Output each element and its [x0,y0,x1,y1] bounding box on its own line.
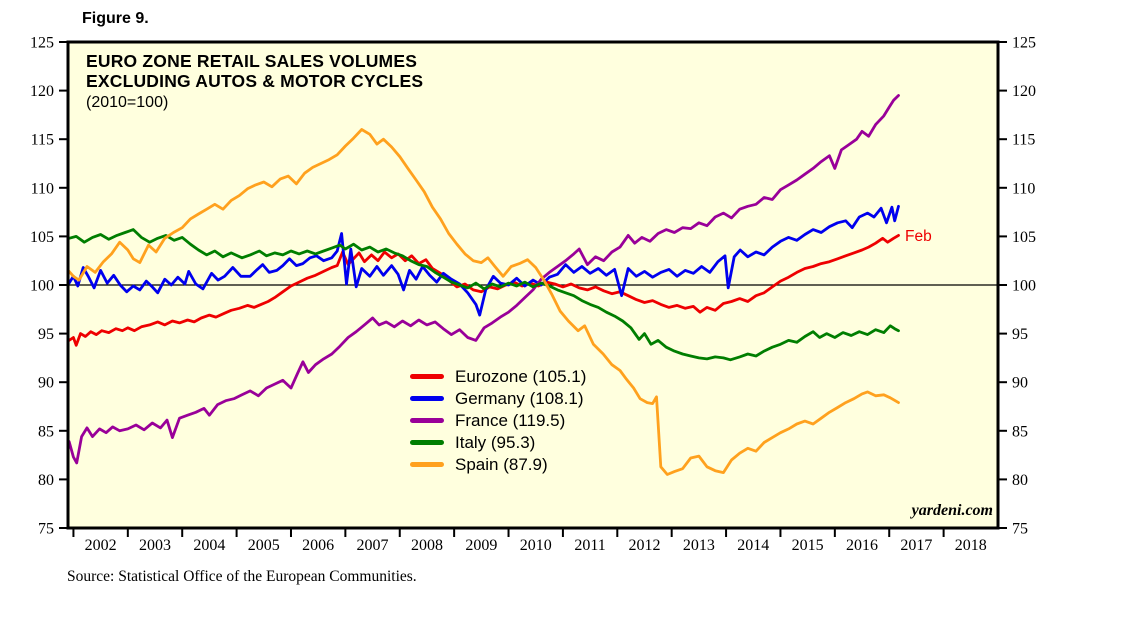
legend-swatch-italy [410,439,444,445]
legend-item-france: France (119.5) [410,409,586,431]
y-tick-label-left: 100 [30,278,54,295]
legend-swatch-spain [410,461,444,467]
chart-title-line1: EURO ZONE RETAIL SALES VOLUMES [86,51,418,71]
x-tick-label: 2006 [302,537,334,554]
x-tick-label: 2014 [737,537,769,554]
y-tick-label-right: 115 [1012,132,1035,149]
y-tick-label-left: 125 [30,35,54,52]
x-tick-label: 2013 [683,537,715,554]
legend-label-spain: Spain (87.9) [455,454,548,474]
legend-swatch-eurozone [410,373,444,379]
series-line-spain [67,128,900,476]
y-tick-label-left: 105 [30,229,54,246]
legend: Eurozone (105.1) Germany (108.1) France (1… [410,365,586,475]
y-tick-label-right: 110 [1012,180,1035,197]
legend-item-spain: Spain (87.9) [410,453,586,475]
figure-label: Figure 9. [82,10,149,27]
legend-label-france: France (119.5) [455,410,566,430]
chart-title-line2: EXCLUDING AUTOS & MOTOR CYCLES [86,71,424,91]
x-tick-label: 2010 [520,537,552,554]
y-tick-label-left: 120 [30,83,54,100]
y-tick-label-right: 125 [1012,35,1036,52]
y-tick-label-right: 120 [1012,83,1036,100]
source-note: Source: Statistical Office of the Europe… [67,568,417,585]
x-tick-label: 2016 [846,537,878,554]
chart-title-block: EURO ZONE RETAIL SALES VOLUMES EXCLUDING… [86,51,423,112]
y-tick-label-left: 90 [38,375,54,392]
chart-subtitle: (2010=100) [86,94,169,111]
x-tick-label: 2002 [85,537,117,554]
series-line-france [67,94,900,465]
legend-label-eurozone: Eurozone (105.1) [455,366,587,386]
x-tick-label: 2015 [792,537,824,554]
y-tick-label-left: 80 [38,472,54,489]
x-tick-label: 2017 [900,537,932,554]
x-tick-label: 2009 [465,537,497,554]
legend-item-eurozone: Eurozone (105.1) [410,365,586,387]
y-tick-label-left: 95 [38,326,54,343]
y-tick-label-right: 100 [1012,278,1036,295]
x-tick-label: 2008 [411,537,443,554]
legend-label-germany: Germany (108.1) [455,388,584,408]
y-tick-label-right: 80 [1012,472,1028,489]
x-tick-label: 2018 [955,537,987,554]
y-tick-label-right: 85 [1012,423,1028,440]
x-tick-label: 2005 [248,537,280,554]
x-tick-label: 2003 [139,537,171,554]
legend-item-italy: Italy (95.3) [410,431,586,453]
y-tick-label-left: 115 [31,132,54,149]
x-tick-label: 2004 [193,537,225,554]
watermark-yardeni: yardeni.com [911,502,993,519]
latest-month-annotation: Feb [905,228,932,246]
y-tick-label-left: 75 [38,521,54,538]
y-tick-label-left: 110 [31,180,54,197]
legend-item-germany: Germany (108.1) [410,387,586,409]
y-tick-label-right: 95 [1012,326,1028,343]
y-tick-label-right: 75 [1012,521,1028,538]
series-line-germany [67,204,900,317]
legend-label-italy: Italy (95.3) [455,432,536,452]
x-tick-label: 2012 [628,537,660,554]
legend-swatch-germany [410,395,444,401]
legend-swatch-france [410,417,444,423]
series-line-italy [67,228,900,362]
x-tick-label: 2011 [574,537,605,554]
y-tick-label-right: 105 [1012,229,1036,246]
x-tick-label: 2007 [357,537,389,554]
y-tick-label-right: 90 [1012,375,1028,392]
y-tick-label-left: 85 [38,423,54,440]
